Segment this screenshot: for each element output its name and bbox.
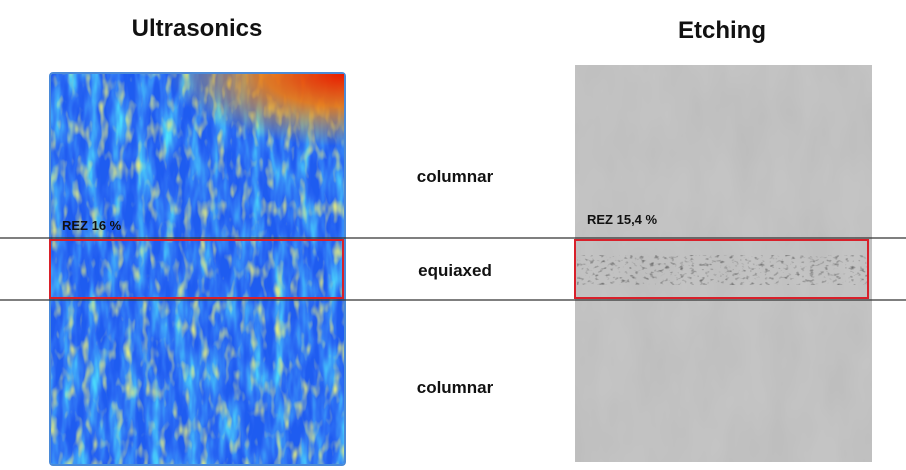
figure: Ultrasonics Etching REZ 16 % REZ 15,4 % … <box>0 0 906 470</box>
panel-title: Etching <box>678 17 766 44</box>
zone-label: columnar <box>417 167 494 186</box>
panel-title: Ultrasonics <box>132 15 263 42</box>
ultrasonic-image <box>50 73 345 465</box>
rez-label: REZ 16 % <box>62 218 122 233</box>
etching-image <box>575 65 872 462</box>
zone-label: columnar <box>417 378 494 397</box>
zone-label: equiaxed <box>418 261 492 280</box>
rez-label: REZ 15,4 % <box>587 212 658 227</box>
